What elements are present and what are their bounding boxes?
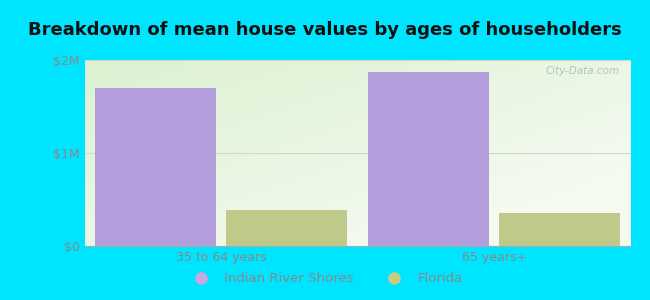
Bar [499, 214, 619, 246]
Bar [96, 88, 216, 246]
Legend: Indian River Shores, Florida: Indian River Shores, Florida [182, 267, 468, 290]
Text: Breakdown of mean house values by ages of householders: Breakdown of mean house values by ages o… [28, 21, 622, 39]
Text: City-Data.com: City-Data.com [545, 66, 619, 76]
Bar [369, 72, 489, 246]
Bar [226, 210, 346, 246]
